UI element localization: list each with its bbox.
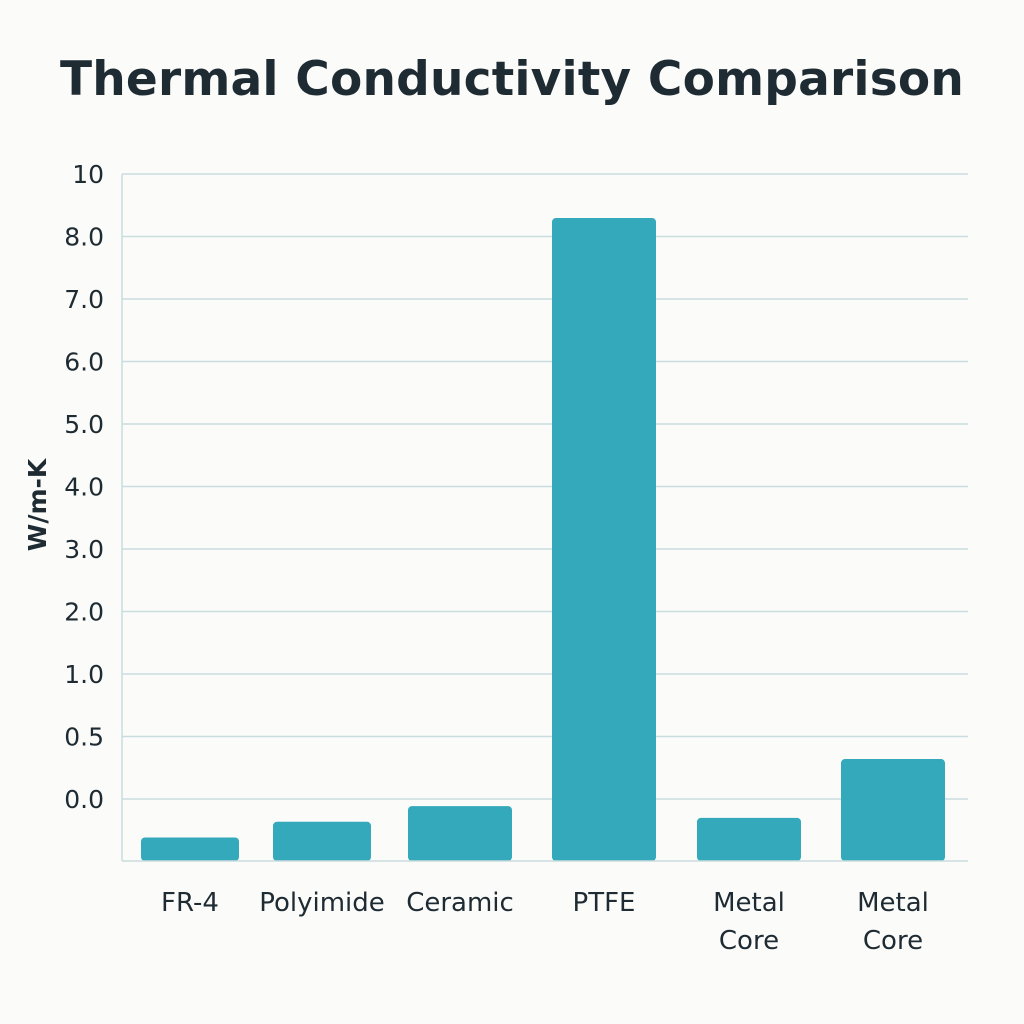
- x-category-label: Polyimide: [259, 888, 385, 918]
- bar: [841, 759, 945, 861]
- y-tick-label: 3.0: [64, 535, 104, 564]
- bar: [141, 837, 239, 861]
- x-category-label: Metal: [713, 888, 785, 918]
- y-tick-label: 7.0: [64, 285, 104, 314]
- y-tick-label: 1.0: [64, 660, 104, 689]
- bar: [697, 817, 801, 861]
- bar: [273, 821, 371, 861]
- y-tick-label: 5.0: [64, 410, 104, 439]
- y-tick-label: 2.0: [64, 598, 104, 627]
- y-tick-label: 0.5: [64, 723, 104, 752]
- bar: [408, 806, 512, 861]
- y-tick-label: 10: [72, 160, 104, 189]
- y-tick-label: 4.0: [64, 473, 104, 502]
- y-axis-label: W/m-K: [23, 457, 52, 551]
- y-tick-label: 8.0: [64, 223, 104, 252]
- y-tick-label: 0.0: [64, 785, 104, 814]
- x-category-label: Ceramic: [406, 888, 514, 918]
- x-axis-categories: FR-4 Polyimide Ceramic PTFE Metal Core Metal Co…: [161, 888, 929, 956]
- x-category-label: Core: [719, 926, 779, 956]
- bars: [141, 218, 945, 861]
- gridlines: [122, 173, 968, 800]
- x-category-label: FR-4: [161, 888, 219, 918]
- x-category-label: Metal: [857, 888, 929, 918]
- y-tick-label: 6.0: [64, 348, 104, 377]
- bar: [552, 218, 656, 861]
- y-axis-ticks: 10 8.0 7.0 6.0 5.0 4.0 3.0 2.0 1.0 0.5 0.0: [64, 160, 104, 814]
- x-category-label: PTFE: [573, 888, 636, 918]
- x-category-label: Core: [863, 926, 923, 956]
- chart-title: Thermal Conductivity Comparison: [59, 52, 965, 107]
